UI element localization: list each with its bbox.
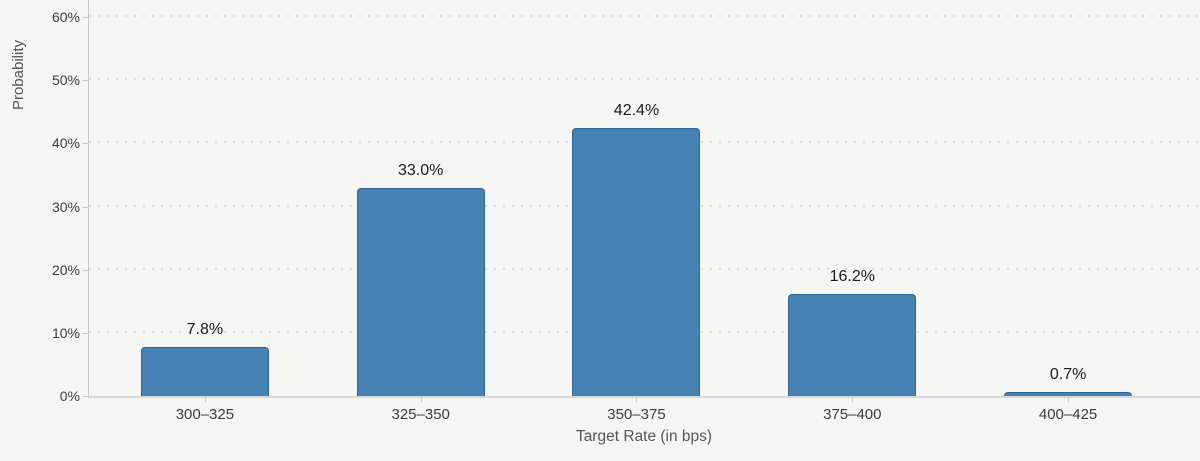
y-tick-mark — [82, 396, 88, 397]
x-tick-mark — [852, 396, 854, 402]
gridline — [89, 15, 1200, 17]
y-tick-mark — [82, 80, 88, 81]
x-tick-mark — [204, 396, 206, 402]
category-band: 33.0% 325–350 — [313, 0, 529, 423]
x-tick-label: 350–375 — [607, 406, 666, 423]
y-tick-mark — [82, 270, 88, 271]
bar-value-label: 16.2% — [829, 268, 875, 285]
y-tick-label: 10% — [51, 325, 80, 341]
y-tick-label: 20% — [51, 262, 80, 278]
x-tick-label: 325–350 — [391, 406, 450, 423]
x-tick-mark — [1068, 396, 1070, 402]
y-tick-label: 50% — [51, 72, 80, 88]
chart-bar-375-400[interactable] — [788, 294, 917, 396]
chart-bar-400-425[interactable] — [1004, 392, 1133, 396]
gridline — [89, 78, 1200, 80]
x-tick-label: 300–325 — [175, 406, 235, 423]
x-tick-label: 400–425 — [1038, 406, 1098, 423]
bar-value-label: 0.7% — [1049, 366, 1087, 383]
category-band: 16.2% 375–400 — [744, 0, 960, 423]
bar-value-label: 33.0% — [398, 162, 444, 179]
category-band: 0.7% 400–425 — [960, 0, 1176, 423]
category-bands: 7.8% 300–325 33.0% 325–350 42.4% 350–375 16.2%… — [97, 0, 1176, 423]
y-tick-label: 30% — [51, 199, 80, 215]
x-tick-label: 375–400 — [823, 406, 882, 423]
y-tick-mark — [82, 207, 88, 208]
x-tick-mark — [420, 396, 422, 402]
bar-value-label: 7.8% — [186, 321, 224, 338]
chart-bar-300-325[interactable] — [140, 347, 269, 396]
y-tick-mark — [82, 17, 88, 18]
y-tick-label: 0% — [59, 388, 80, 404]
x-tick-mark — [636, 396, 638, 402]
category-band: 7.8% 300–325 — [97, 0, 313, 423]
y-tick-label: 60% — [51, 9, 80, 25]
category-band: 42.4% 350–375 — [529, 0, 745, 423]
chart-bar-350-375[interactable] — [572, 128, 701, 396]
plot-area: 7.8% 300–325 33.0% 325–350 42.4% 350–375 16.2%… — [88, 0, 1200, 423]
y-tick-mark — [82, 333, 88, 334]
y-tick-mark — [82, 143, 88, 144]
y-tick-label: 40% — [51, 135, 80, 151]
x-axis-title: Target Rate (in bps) — [575, 428, 713, 445]
bar-value-label: 42.4% — [613, 102, 660, 119]
chart-bar-325-350[interactable] — [356, 188, 485, 396]
